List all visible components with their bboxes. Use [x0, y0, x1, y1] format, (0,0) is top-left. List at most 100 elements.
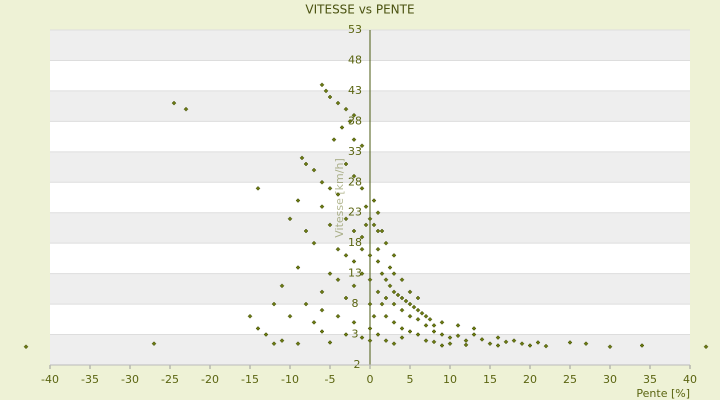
point: [391, 301, 397, 307]
point: [371, 198, 377, 203]
point: [367, 301, 373, 307]
point: [447, 341, 453, 347]
y-tick-label: 23: [348, 206, 362, 219]
point: [583, 341, 589, 347]
point: [151, 341, 157, 347]
x-tick-label: -15: [241, 373, 259, 386]
point: [399, 326, 405, 331]
x-tick-label: -30: [121, 373, 139, 386]
point: [343, 295, 349, 301]
y-tick-label: 8: [352, 297, 359, 310]
point: [367, 326, 373, 331]
point: [351, 228, 357, 234]
point: [399, 295, 405, 301]
point: [455, 323, 461, 328]
point: [423, 338, 429, 343]
x-tick-label: -20: [201, 373, 219, 386]
point: [375, 210, 381, 216]
point: [423, 323, 429, 328]
point: [359, 143, 365, 149]
point: [395, 292, 401, 298]
point: [319, 204, 325, 209]
point: [415, 332, 421, 337]
point: [343, 161, 349, 167]
x-tick-label: 40: [683, 373, 697, 386]
point: [311, 167, 317, 173]
point: [391, 253, 397, 258]
x-axis-title: Pente [%]: [636, 387, 690, 400]
point: [403, 298, 409, 304]
y-tick-label: 28: [348, 175, 362, 188]
x-tick-label: 20: [523, 373, 537, 386]
point: [703, 344, 709, 350]
x-tick-label: -25: [161, 373, 179, 386]
y-tick-label: 3: [352, 328, 359, 341]
point: [183, 106, 189, 112]
point: [271, 301, 277, 307]
point: [371, 222, 377, 228]
point: [383, 240, 389, 246]
point: [367, 277, 373, 283]
x-tick-label: -35: [81, 373, 99, 386]
point: [339, 125, 345, 130]
y-tick-label: 38: [348, 114, 362, 127]
point: [419, 310, 425, 316]
point: [23, 344, 29, 350]
point: [351, 173, 357, 179]
point: [399, 335, 405, 340]
point: [495, 335, 501, 340]
point: [327, 271, 333, 276]
point: [519, 341, 525, 347]
point: [359, 186, 365, 191]
point: [439, 332, 445, 337]
point: [335, 192, 341, 197]
point: [367, 253, 373, 258]
point: [351, 259, 357, 264]
point: [311, 320, 317, 325]
point: [363, 222, 369, 228]
point: [319, 289, 325, 295]
point: [387, 265, 393, 270]
x-tick-label: 10: [443, 373, 457, 386]
point: [331, 137, 337, 142]
x-tick-label: -10: [281, 373, 299, 386]
point: [407, 329, 413, 334]
point: [375, 246, 381, 252]
point: [359, 335, 365, 340]
y-axis-title: Vitesse [km/h]: [333, 158, 346, 238]
point: [319, 82, 325, 88]
point: [375, 228, 381, 234]
point: [327, 94, 333, 100]
point: [511, 338, 517, 343]
point: [487, 341, 493, 347]
point: [343, 216, 349, 222]
point: [471, 326, 477, 331]
point: [295, 341, 301, 347]
x-tick-label: -5: [325, 373, 336, 386]
point: [407, 313, 413, 319]
point: [327, 340, 333, 345]
point: [439, 320, 445, 325]
point: [439, 343, 445, 348]
x-tick-label: 15: [483, 373, 497, 386]
y-tick-label: 13: [348, 267, 362, 280]
x-tick-label: 35: [643, 373, 657, 386]
point: [271, 341, 277, 347]
point: [375, 332, 381, 337]
point: [319, 329, 325, 334]
point: [279, 283, 285, 289]
point: [287, 313, 293, 319]
point: [387, 283, 393, 289]
point: [303, 161, 309, 167]
point: [407, 301, 413, 307]
point: [391, 341, 397, 347]
point: [347, 119, 353, 124]
point: [319, 307, 325, 313]
point: [379, 271, 385, 276]
point: [299, 155, 305, 161]
x-tick-label: 5: [407, 373, 414, 386]
point: [471, 332, 477, 337]
x-tick-label: -40: [41, 373, 59, 386]
point: [371, 313, 377, 319]
